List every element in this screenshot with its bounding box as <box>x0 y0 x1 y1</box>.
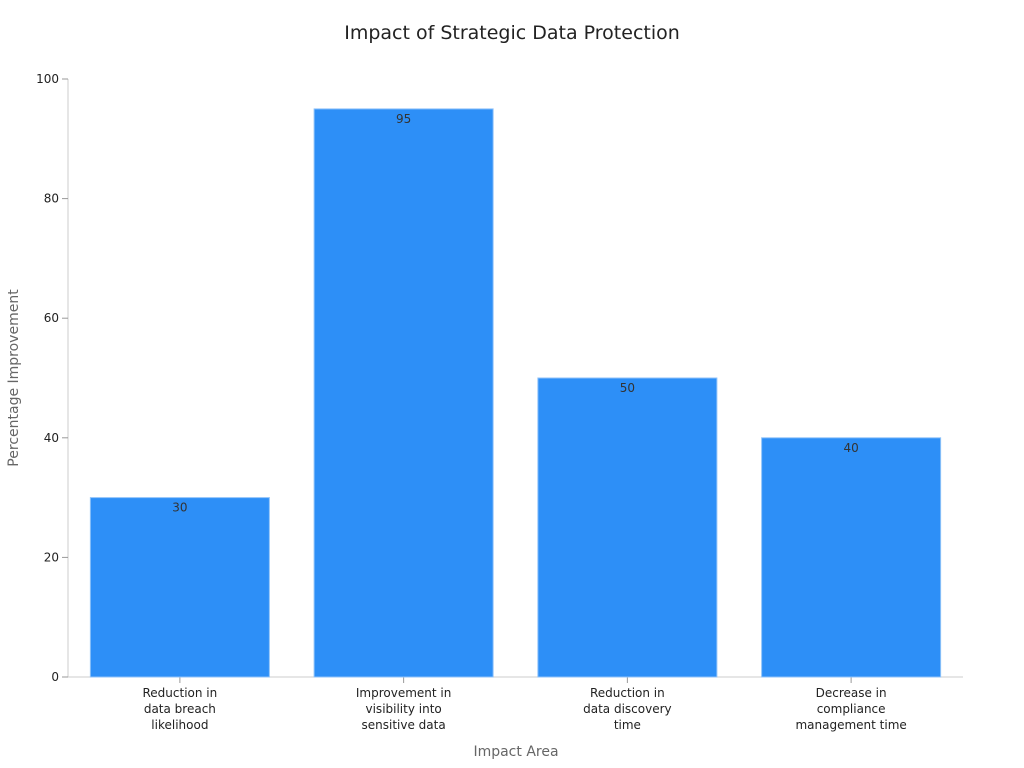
x-tick-label: Improvement in visibility into sensitive d… <box>356 686 451 732</box>
bar <box>761 437 942 678</box>
y-tick-label: 0 <box>51 670 59 684</box>
bar-value-label: 40 <box>843 441 858 455</box>
bars-group: 30 95 50 40 <box>89 108 942 678</box>
x-tick-label-line: sensitive data <box>362 718 446 732</box>
bar <box>313 108 494 678</box>
y-tick-label: 80 <box>44 192 59 206</box>
bar-value-label: 30 <box>172 501 187 515</box>
x-tick-label-line: data breach <box>144 702 216 716</box>
bar-value-label: 50 <box>620 381 635 395</box>
x-tick-label-line: Reduction in <box>590 686 665 700</box>
x-tick-label-line: data discovery <box>583 702 672 716</box>
y-axis: 0 20 40 60 80 100 <box>36 72 69 684</box>
bar <box>537 377 718 678</box>
x-tick-label: Decrease in compliance management time <box>795 686 906 732</box>
y-axis-title: Percentage Improvement <box>6 289 22 467</box>
x-tick-label-line: Decrease in <box>816 686 887 700</box>
y-tick-label: 40 <box>44 431 59 445</box>
x-tick-label-line: likelihood <box>151 718 208 732</box>
x-tick-label-line: visibility into <box>366 702 442 716</box>
bar-value-label: 95 <box>396 112 411 126</box>
x-tick-label-line: management time <box>795 718 906 732</box>
y-tick-label: 100 <box>36 72 59 86</box>
x-tick-label-line: Reduction in <box>143 686 218 700</box>
chart-title: Impact of Strategic Data Protection <box>344 22 680 44</box>
x-tick-label-line: time <box>614 718 641 732</box>
x-axis-title: Impact Area <box>473 744 558 760</box>
x-tick-label-line: Improvement in <box>356 686 451 700</box>
x-axis: Reduction in data breach likelihood Improve… <box>68 676 963 732</box>
bar <box>89 497 270 678</box>
y-tick-label: 20 <box>44 550 59 564</box>
y-tick-label: 60 <box>44 311 59 325</box>
x-tick-label: Reduction in data breach likelihood <box>143 686 218 732</box>
x-tick-label-line: compliance <box>817 702 886 716</box>
x-tick-label: Reduction in data discovery time <box>583 686 672 732</box>
